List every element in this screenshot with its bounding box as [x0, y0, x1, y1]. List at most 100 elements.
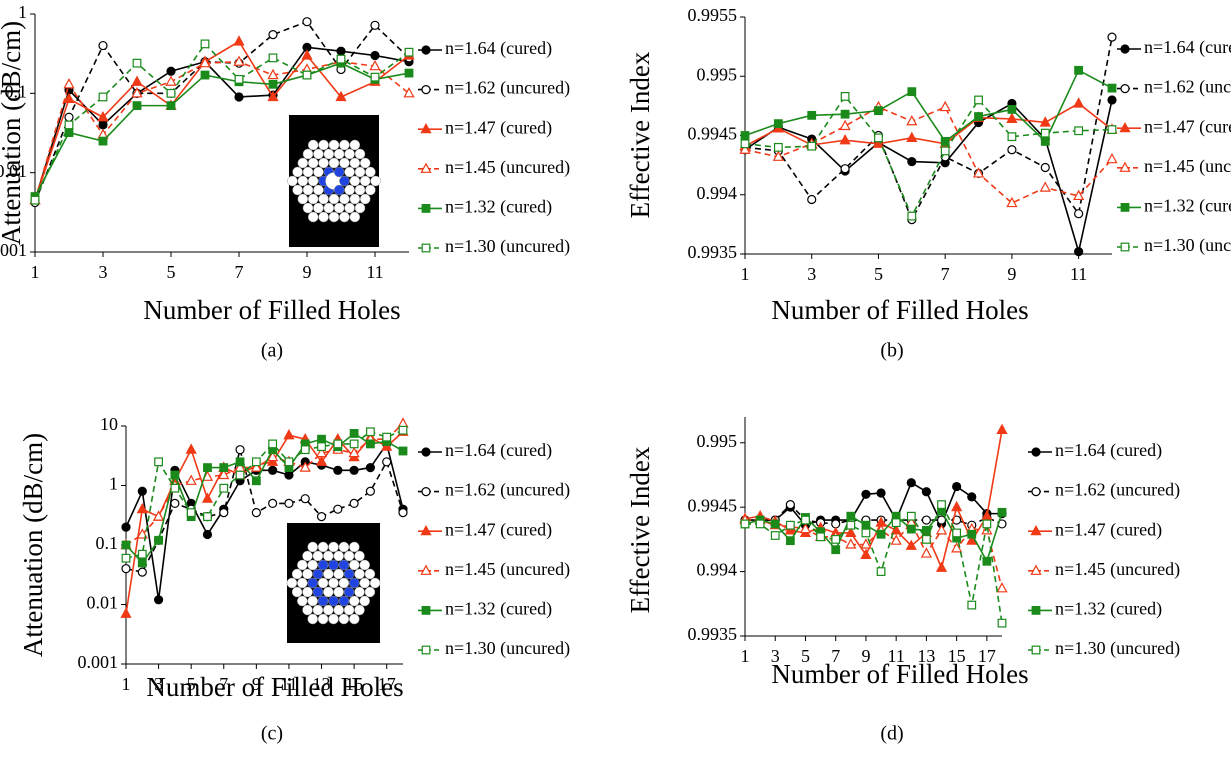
marker — [120, 607, 132, 618]
legend-label: n=1.62 (uncured) — [445, 480, 570, 501]
air-hole — [333, 586, 344, 598]
y-tick-label: 10 — [100, 414, 118, 434]
marker — [874, 106, 883, 116]
marker — [300, 445, 310, 455]
marker — [349, 429, 359, 438]
x-tick-label: 9 — [1007, 264, 1016, 284]
air-hole — [318, 139, 329, 151]
marker — [891, 518, 901, 528]
marker — [268, 79, 278, 89]
air-hole — [328, 595, 339, 607]
marker — [366, 427, 375, 437]
y-tick-label: 0.01 — [0, 161, 27, 181]
air-hole — [323, 550, 334, 562]
x-tick-label: 15 — [345, 674, 363, 694]
marker — [1030, 524, 1042, 536]
marker — [219, 483, 229, 493]
x-axis-title: Number of Filled Holes — [146, 672, 403, 702]
marker — [839, 119, 851, 131]
air-hole — [312, 604, 324, 616]
marker — [284, 498, 294, 509]
air-hole — [328, 157, 340, 169]
marker — [1106, 152, 1118, 164]
marker — [421, 204, 431, 213]
air-hole — [343, 550, 355, 562]
air-hole — [333, 166, 345, 178]
air-hole — [343, 586, 355, 598]
air-hole — [328, 211, 340, 223]
air-hole — [313, 184, 324, 196]
marker — [250, 461, 262, 472]
y-axis-title: Attenuation (dB/cm) — [18, 433, 48, 657]
legend-label: n=1.64 (cured) — [445, 38, 552, 59]
air-hole — [297, 175, 309, 187]
air-hole — [354, 148, 366, 160]
marker — [403, 87, 415, 98]
marker — [267, 450, 279, 462]
marker — [1031, 487, 1041, 497]
marker — [268, 439, 278, 449]
air-hole — [354, 550, 365, 562]
air-hole — [365, 184, 376, 196]
marker — [186, 508, 196, 518]
air-hole — [302, 148, 314, 160]
air-hole — [338, 541, 350, 553]
legend-label: n=1.64 (cured) — [1144, 37, 1231, 58]
marker — [349, 498, 359, 509]
air-hole — [313, 166, 324, 178]
air-hole — [338, 577, 350, 589]
marker — [300, 494, 310, 504]
x-tick-label: 13 — [313, 674, 331, 694]
air-hole — [354, 184, 366, 196]
y-tick-label: 0.01 — [87, 593, 119, 613]
marker — [974, 95, 983, 105]
marker — [940, 137, 950, 146]
x-tick-label: 9 — [861, 646, 870, 666]
legend-label: n=1.30 (uncured) — [445, 236, 570, 257]
marker — [785, 536, 795, 546]
marker — [421, 645, 431, 655]
marker — [922, 525, 931, 535]
marker — [935, 561, 948, 572]
marker — [63, 78, 75, 89]
marker — [907, 211, 917, 221]
air-hole — [365, 166, 376, 178]
marker — [1120, 203, 1130, 212]
x-tick-label: 11 — [366, 262, 383, 282]
x-tick-label: 17 — [378, 674, 396, 694]
marker — [349, 439, 359, 449]
air-hole — [302, 166, 314, 178]
marker — [1074, 209, 1084, 219]
marker — [1120, 83, 1130, 94]
x-tick-label: 1 — [741, 264, 750, 284]
x-tick-label: 7 — [941, 264, 950, 284]
marker — [740, 131, 750, 140]
air-hole — [349, 577, 360, 589]
marker — [1040, 162, 1050, 173]
marker — [967, 492, 977, 502]
air-hole — [359, 577, 370, 589]
marker — [421, 45, 431, 55]
x-tick-label: 3 — [99, 262, 108, 282]
marker — [302, 70, 312, 80]
marker — [921, 487, 932, 497]
x-tick-label: 3 — [807, 264, 816, 284]
marker — [974, 112, 983, 121]
marker — [906, 511, 916, 521]
marker — [972, 167, 985, 178]
chart: 0.9935 0.994 0.9945 0.995 0.9955 1 3 5 7 9 11 Numbe… — [625, 5, 1231, 361]
x-axis-title: Number of Filled Holes — [771, 659, 1028, 689]
air-hole — [339, 211, 350, 223]
marker — [336, 46, 346, 56]
air-hole — [313, 148, 324, 160]
air-hole — [344, 184, 355, 196]
air-hole — [312, 568, 324, 580]
air-hole — [307, 157, 319, 169]
marker — [233, 55, 245, 66]
marker — [890, 524, 902, 535]
marker — [921, 515, 932, 525]
y-tick-label: 0.001 — [78, 652, 119, 672]
marker — [267, 68, 279, 80]
marker — [951, 500, 963, 512]
marker — [136, 528, 148, 539]
